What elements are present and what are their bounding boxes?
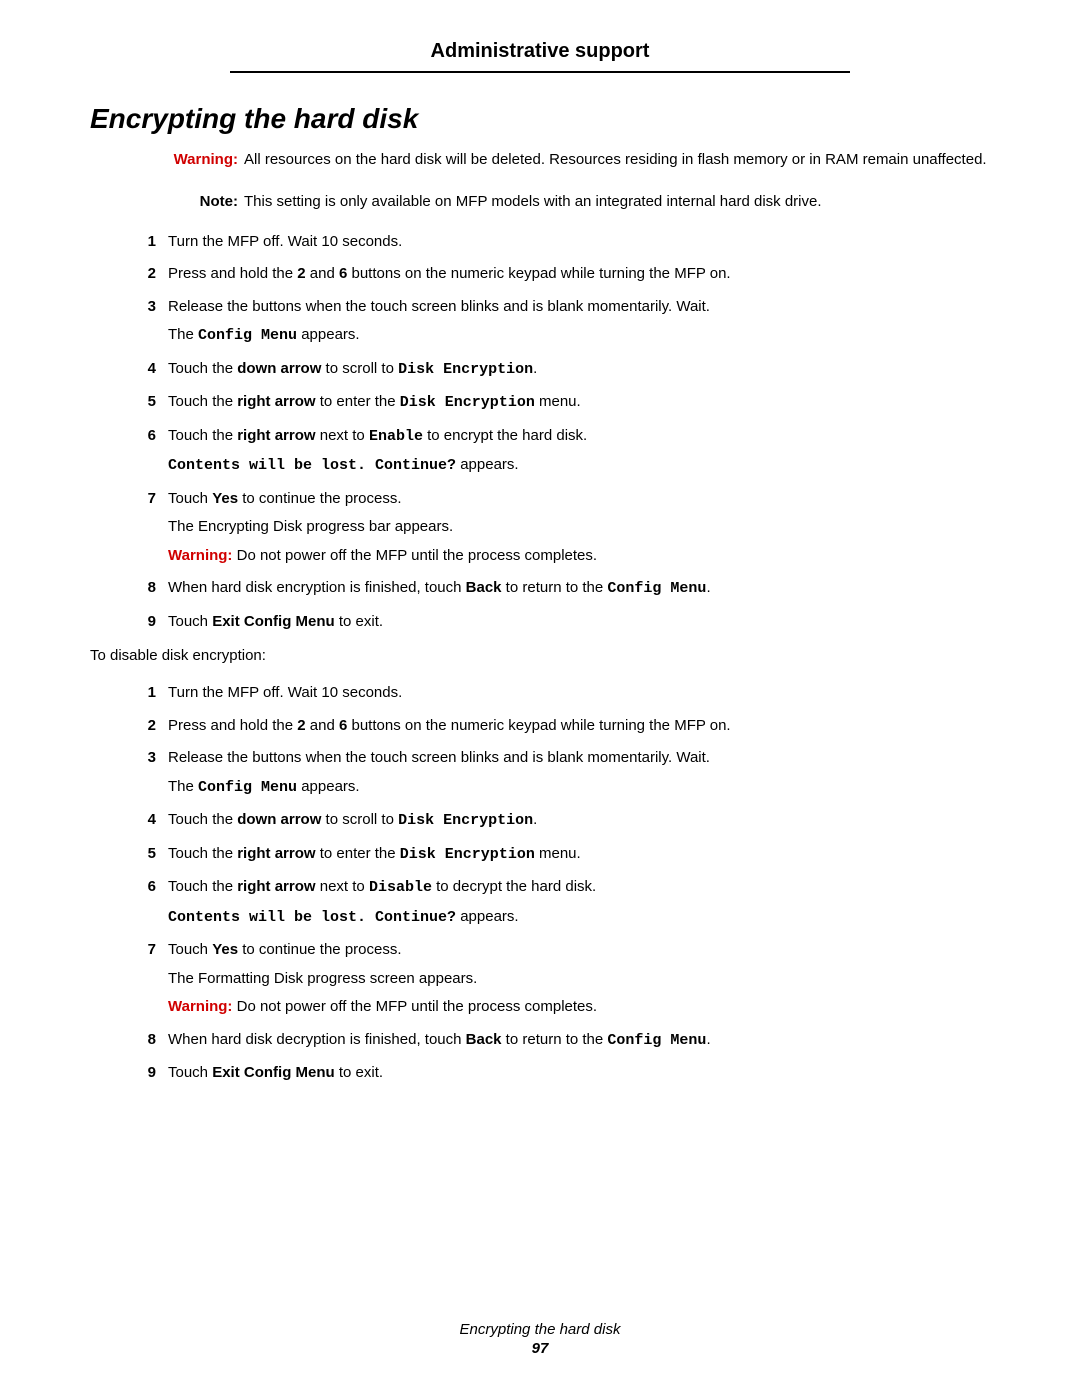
step-text: Release the buttons when the touch scree…	[168, 747, 990, 799]
step-item: 5 Touch the right arrow to enter the Dis…	[130, 843, 990, 867]
note-row: Note: This setting is only available on …	[170, 191, 990, 213]
step-text: Touch Yes to continue the process. The F…	[168, 939, 990, 1019]
step-item: 7 Touch Yes to continue the process. The…	[130, 488, 990, 568]
step-item: 3 Release the buttons when the touch scr…	[130, 747, 990, 799]
page-number: 97	[0, 1340, 1080, 1357]
step-item: 2 Press and hold the 2 and 6 buttons on …	[130, 263, 990, 286]
step-number: 6	[130, 425, 168, 478]
warning-label: Warning:	[174, 151, 238, 168]
step-item: 5 Touch the right arrow to enter the Dis…	[130, 391, 990, 415]
step-text: Touch the right arrow next to Disable to…	[168, 876, 990, 929]
step-text: Turn the MFP off. Wait 10 seconds.	[168, 231, 990, 254]
intro-block: Warning: All resources on the hard disk …	[170, 149, 990, 213]
step-text: When hard disk encryption is finished, t…	[168, 577, 990, 601]
step-number: 7	[130, 488, 168, 568]
step-item: 4 Touch the down arrow to scroll to Disk…	[130, 809, 990, 833]
step-number: 8	[130, 1029, 168, 1053]
step-item: 3 Release the buttons when the touch scr…	[130, 296, 990, 348]
step-number: 2	[130, 263, 168, 286]
step-text: Touch Exit Config Menu to exit.	[168, 1062, 990, 1085]
step-text: Turn the MFP off. Wait 10 seconds.	[168, 682, 990, 705]
warning-row: Warning: All resources on the hard disk …	[170, 149, 990, 171]
disable-steps-list: 1 Turn the MFP off. Wait 10 seconds. 2 P…	[130, 682, 990, 1085]
step-item: 8 When hard disk decryption is finished,…	[130, 1029, 990, 1053]
warning-text: All resources on the hard disk will be d…	[244, 149, 990, 171]
step-number: 3	[130, 747, 168, 799]
step-number: 5	[130, 843, 168, 867]
enable-steps-list: 1 Turn the MFP off. Wait 10 seconds. 2 P…	[130, 231, 990, 634]
step-item: 8 When hard disk encryption is finished,…	[130, 577, 990, 601]
step-number: 6	[130, 876, 168, 929]
step-text: Press and hold the 2 and 6 buttons on th…	[168, 715, 990, 738]
note-text: This setting is only available on MFP mo…	[244, 191, 990, 213]
running-header: Administrative support	[90, 40, 990, 71]
step-item: 4 Touch the down arrow to scroll to Disk…	[130, 358, 990, 382]
step-text: Press and hold the 2 and 6 buttons on th…	[168, 263, 990, 286]
step-number: 4	[130, 809, 168, 833]
step-text: Touch the right arrow next to Enable to …	[168, 425, 990, 478]
step-number: 8	[130, 577, 168, 601]
step-number: 1	[130, 231, 168, 254]
section-title: Encrypting the hard disk	[90, 103, 990, 135]
step-text: Touch Yes to continue the process. The E…	[168, 488, 990, 568]
page-footer: Encrypting the hard disk 97	[0, 1321, 1080, 1357]
step-text: Touch the right arrow to enter the Disk …	[168, 391, 990, 415]
step-text: Release the buttons when the touch scree…	[168, 296, 990, 348]
footer-title: Encrypting the hard disk	[460, 1321, 621, 1338]
step-item: 7 Touch Yes to continue the process. The…	[130, 939, 990, 1019]
step-number: 5	[130, 391, 168, 415]
header-rule	[230, 71, 850, 73]
step-number: 7	[130, 939, 168, 1019]
step-item: 6 Touch the right arrow next to Enable t…	[130, 425, 990, 478]
step-number: 9	[130, 611, 168, 634]
step-number: 1	[130, 682, 168, 705]
step-text: Touch the down arrow to scroll to Disk E…	[168, 809, 990, 833]
step-number: 4	[130, 358, 168, 382]
step-item: 9 Touch Exit Config Menu to exit.	[130, 611, 990, 634]
disable-intro: To disable disk encryption:	[90, 647, 990, 664]
step-item: 1 Turn the MFP off. Wait 10 seconds.	[130, 231, 990, 254]
step-item: 1 Turn the MFP off. Wait 10 seconds.	[130, 682, 990, 705]
document-page: Administrative support Encrypting the ha…	[0, 0, 1080, 1085]
step-number: 2	[130, 715, 168, 738]
step-item: 9 Touch Exit Config Menu to exit.	[130, 1062, 990, 1085]
note-label: Note:	[200, 193, 238, 210]
step-item: 6 Touch the right arrow next to Disable …	[130, 876, 990, 929]
step-item: 2 Press and hold the 2 and 6 buttons on …	[130, 715, 990, 738]
step-number: 9	[130, 1062, 168, 1085]
step-number: 3	[130, 296, 168, 348]
step-text: Touch the right arrow to enter the Disk …	[168, 843, 990, 867]
step-text: Touch the down arrow to scroll to Disk E…	[168, 358, 990, 382]
step-text: When hard disk decryption is finished, t…	[168, 1029, 990, 1053]
step-text: Touch Exit Config Menu to exit.	[168, 611, 990, 634]
